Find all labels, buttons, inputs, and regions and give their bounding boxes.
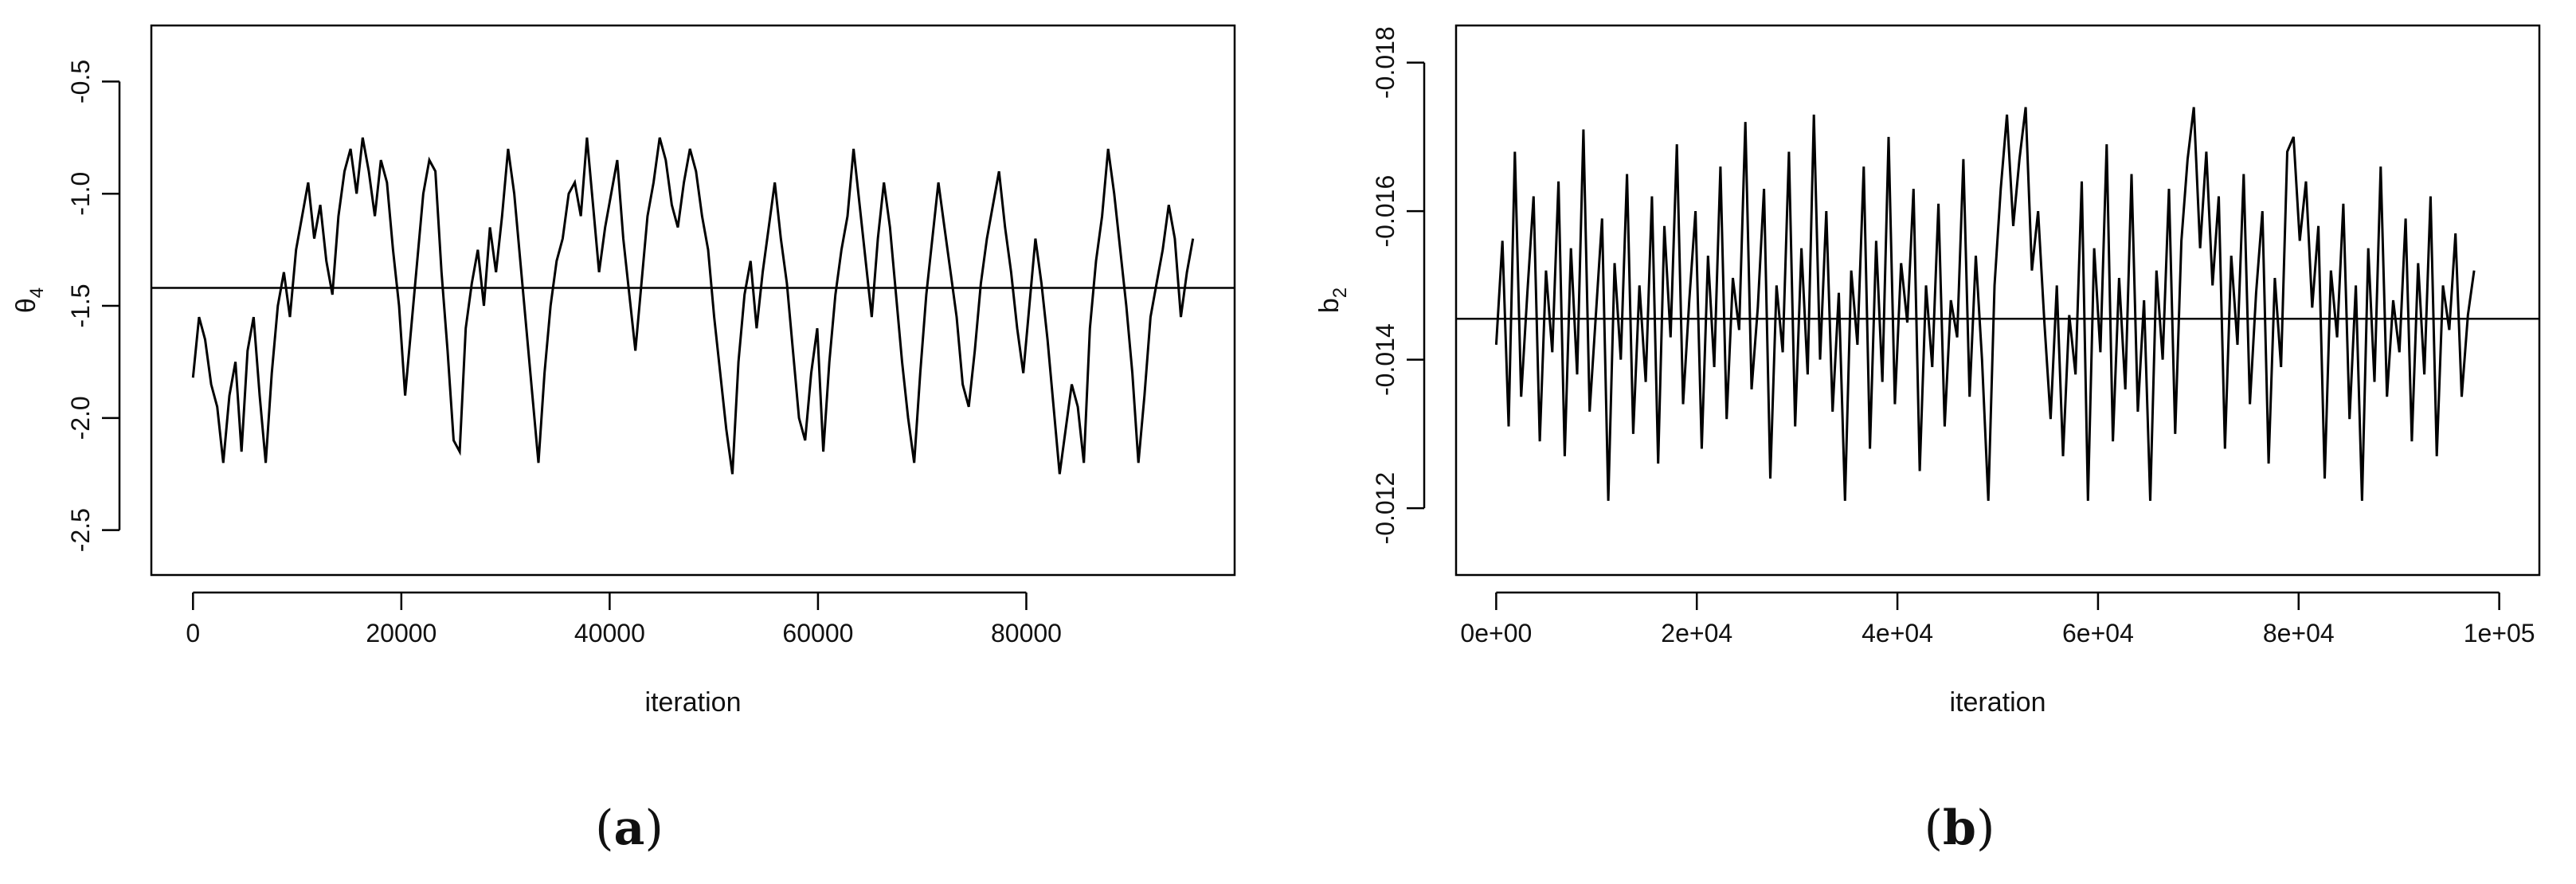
panel-a-y-axis-label-sub: 4: [26, 287, 48, 298]
panel-a-y-axis-label: θ4: [11, 287, 48, 313]
panel-a-x-axis-label: iteration: [645, 687, 742, 718]
panel-b-x-tick-label: 2e+04: [1661, 619, 1732, 647]
panel-b-x-axis-label: iteration: [1950, 687, 2046, 718]
panel-b-caption-open: (: [1924, 800, 1943, 856]
panel-b-x-tick-label: 1e+05: [2464, 619, 2535, 647]
panel-a-chart: 0 20000 40000 60000 80000 -0.5 -1.0 -1.5 -2.0 -2.…: [11, 24, 1236, 718]
panel-b-y-tick-label: -0.012: [1371, 472, 1400, 545]
panel-b-caption: (b): [1924, 800, 1995, 856]
panel-a-caption-close: ): [644, 800, 663, 856]
panel-a-x-tick-label: 40000: [574, 619, 645, 647]
panel-b-y-axis-label-sub: 2: [1329, 287, 1351, 298]
panel-b-x-tick-label: 6e+04: [2062, 619, 2134, 647]
panel-b-y-tick-label: -0.014: [1371, 323, 1400, 396]
panel-a-caption-letter: a: [614, 800, 645, 856]
panel-a-x-tick-label: 0: [186, 619, 200, 647]
panel-a-plot-frame: [150, 24, 1236, 577]
panel-b-y-axis-label: b2: [1314, 287, 1351, 313]
panel-a-x-tick-label: 20000: [366, 619, 437, 647]
panel-b-chart: 0e+00 2e+04 4e+04 6e+04 8e+04 1e+05 -0.018 -0.0…: [1314, 24, 2541, 718]
panel-a-y-axis-label-base: θ: [11, 298, 41, 313]
panel-a-x-tick-label: 60000: [782, 619, 853, 647]
panel-a-y-tick-label: -2.5: [66, 508, 95, 552]
panel-a-y-tick-label: -1.0: [66, 172, 95, 216]
panel-b-y-tick-label: -0.018: [1371, 26, 1400, 99]
panel-b-x-tick-label: 4e+04: [1862, 619, 1933, 647]
panel-a-caption-open: (: [595, 800, 613, 856]
panel-a-trace-line: [191, 137, 1195, 475]
panel-a-caption: (a): [595, 800, 664, 856]
panel-b-plot-frame: [1454, 24, 2541, 577]
panel-b-y-tick-label: -0.016: [1371, 175, 1400, 248]
panel-a-y-tick-label: -1.5: [66, 284, 95, 327]
panel-a-x-tick-label: 80000: [991, 619, 1062, 647]
panel-b-x-tick-label: 8e+04: [2263, 619, 2335, 647]
panel-b-y-axis-label-base: b: [1314, 298, 1345, 313]
panel-a-y-tick-label: -0.5: [66, 60, 95, 104]
panel-b-caption-close: ): [1976, 800, 1995, 856]
panel-b-trace-line: [1494, 107, 2476, 501]
panel-a-y-tick-label: -2.0: [66, 396, 95, 440]
panel-b-x-tick-label: 0e+00: [1460, 619, 1532, 647]
panel-b-caption-letter: b: [1943, 800, 1976, 856]
